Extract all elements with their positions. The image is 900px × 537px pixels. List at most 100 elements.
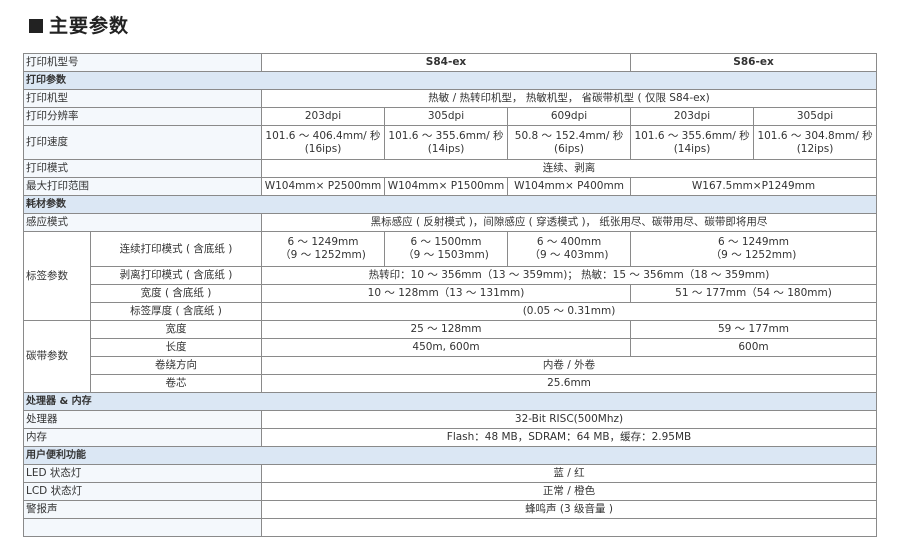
row-label: 感应模式 bbox=[23, 213, 262, 232]
table-row: 长度 450m, 600m 600m bbox=[24, 338, 878, 357]
table-row: 打印模式 连续、剥离 bbox=[23, 159, 878, 178]
section-row: 用户便利功能 bbox=[22, 446, 878, 465]
cell: 203dpi bbox=[630, 107, 755, 126]
cell: 6 ～ 1249mm （9 ～ 1252mm) bbox=[630, 231, 878, 267]
cell: 609dpi bbox=[506, 107, 632, 126]
group-label: 标签参数 bbox=[23, 231, 91, 321]
table-row: 卷绕方向 内卷 / 外卷 bbox=[24, 356, 878, 375]
cell-line: (6ips) bbox=[554, 142, 584, 155]
cell bbox=[260, 518, 878, 537]
cell: 25 ～ 128mm bbox=[260, 320, 632, 339]
table-row: 打印分辨率 203dpi 305dpi 609dpi 203dpi 305dpi bbox=[23, 107, 878, 126]
cell: 101.6 ～ 355.6mm/ 秒 (14ips) bbox=[384, 125, 508, 160]
cell-line: (12ips) bbox=[796, 142, 834, 155]
cell: 10 ～ 128mm（13 ～ 131mm) bbox=[260, 284, 632, 303]
cell: 黑标感应 ( 反射模式 )，间隙感应 ( 穿透模式 )， 纸张用尽、碳带用尽、碳… bbox=[260, 213, 878, 232]
cell: 6 ～ 1249mm （9 ～ 1252mm) bbox=[261, 231, 385, 267]
cell: 正常 / 橙色 bbox=[260, 482, 878, 501]
table-row: 宽度 ( 含底纸 ) 10 ～ 128mm（13 ～ 131mm) 51 ～ 1… bbox=[24, 284, 878, 303]
cell-line: （9 ～ 403mm) bbox=[529, 249, 609, 261]
cell: W104mm× P1500mm bbox=[384, 177, 508, 196]
section-row: 打印参数 bbox=[22, 71, 878, 90]
cell: 热敏 / 热转印机型， 热敏机型， 省碳带机型 ( 仅限 S84-ex) bbox=[260, 89, 878, 108]
row-label: 打印模式 bbox=[23, 159, 262, 178]
cell: 203dpi bbox=[261, 107, 385, 126]
table-row: 标签参数 连续打印模式 ( 含底纸 ) 6 ～ 1249mm （9 ～ 1252m… bbox=[23, 231, 878, 321]
row-label: 打印机型 bbox=[23, 89, 262, 108]
row-label: 卷芯 bbox=[90, 374, 262, 393]
cell-line: 6 ～ 400mm bbox=[536, 236, 602, 248]
cell-line: 6 ～ 1249mm bbox=[717, 236, 790, 248]
spec-table: 打印机型号 S84-ex S86-ex 打印参数 打印机型 热敏 / 热转印机型… bbox=[22, 53, 878, 537]
row-label: 剥离打印模式 ( 含底纸 ) bbox=[90, 266, 262, 285]
table-row: LED 状态灯 蓝 / 红 bbox=[23, 464, 878, 483]
row-label: 卷绕方向 bbox=[90, 356, 262, 375]
section-title: 处理器 & 内存 bbox=[22, 392, 878, 411]
cell: 连续、剥离 bbox=[260, 159, 878, 178]
cell: 305dpi bbox=[384, 107, 508, 126]
cell-line: 101.6 ～ 355.6mm/ 秒 bbox=[634, 129, 750, 142]
cell: 101.6 ～ 355.6mm/ 秒 (14ips) bbox=[630, 125, 755, 160]
row-label: LCD 状态灯 bbox=[23, 482, 262, 501]
page-title: 主要参数 bbox=[29, 11, 129, 38]
table-row: LCD 状态灯 正常 / 橙色 bbox=[23, 482, 878, 501]
row-label: 最大打印范围 bbox=[23, 177, 262, 196]
cell-line: （9 ～ 1252mm) bbox=[710, 249, 797, 261]
table-row: 卷芯 25.6mm bbox=[24, 374, 878, 393]
cell: 32-Bit RISC(500Mhz) bbox=[260, 410, 878, 429]
cell-line: 50.8 ～ 152.4mm/ 秒 bbox=[514, 129, 624, 142]
cell-line: 101.6 ～ 355.6mm/ 秒 bbox=[388, 129, 504, 142]
section-title: 用户便利功能 bbox=[22, 446, 878, 465]
cell-line: (14ips) bbox=[427, 142, 465, 155]
cell: 101.6 ～ 304.8mm/ 秒 (12ips) bbox=[753, 125, 878, 160]
table-row: 警报声 蜂鸣声 (3 级音量 ) bbox=[23, 500, 878, 519]
table-row: 最大打印范围 W104mm× P2500mm W104mm× P1500mm W… bbox=[23, 177, 878, 196]
section-title: 打印参数 bbox=[22, 71, 878, 90]
row-label: 打印速度 bbox=[23, 125, 262, 160]
cell-line: 6 ～ 1500mm bbox=[410, 236, 482, 248]
model-s84: S84-ex bbox=[260, 53, 632, 72]
table-row: 碳带参数 宽度 25 ～ 128mm 59 ～ 177mm bbox=[23, 320, 878, 393]
cell: 6 ～ 400mm （9 ～ 403mm) bbox=[506, 231, 632, 267]
cell: (0.05 ～ 0.31mm) bbox=[260, 302, 878, 321]
cell-line: (14ips) bbox=[673, 142, 711, 155]
cell-line: (16ips) bbox=[304, 142, 342, 155]
row-label: 打印分辨率 bbox=[23, 107, 262, 126]
cell: 内卷 / 外卷 bbox=[260, 356, 878, 375]
cell: 59 ～ 177mm bbox=[630, 320, 878, 339]
table-row: 感应模式 黑标感应 ( 反射模式 )，间隙感应 ( 穿透模式 )， 纸张用尽、碳… bbox=[23, 213, 878, 232]
row-label: 标签厚度 ( 含底纸 ) bbox=[90, 302, 262, 321]
cell: 50.8 ～ 152.4mm/ 秒 (6ips) bbox=[506, 125, 632, 160]
table-row: 标签厚度 ( 含底纸 ) (0.05 ～ 0.31mm) bbox=[24, 302, 878, 321]
table-row: 打印速度 101.6 ～ 406.4mm/ 秒 (16ips) 101.6 ～ 3… bbox=[23, 125, 878, 160]
cell: 蓝 / 红 bbox=[260, 464, 878, 483]
row-label bbox=[23, 518, 262, 537]
table-row: 处理器 32-Bit RISC(500Mhz) bbox=[23, 410, 878, 429]
cell: 600m bbox=[630, 338, 878, 357]
cell: 6 ～ 1500mm （9 ～ 1503mm) bbox=[384, 231, 508, 267]
section-row: 耗材参数 bbox=[22, 195, 878, 214]
cell: 51 ～ 177mm（54 ～ 180mm) bbox=[630, 284, 878, 303]
table-row: 打印机型号 S84-ex S86-ex bbox=[23, 53, 878, 72]
cell-line: （9 ～ 1252mm) bbox=[280, 249, 366, 261]
row-label: LED 状态灯 bbox=[23, 464, 262, 483]
cell: W104mm× P2500mm bbox=[261, 177, 385, 196]
group-label: 碳带参数 bbox=[23, 320, 91, 393]
cell: 101.6 ～ 406.4mm/ 秒 (16ips) bbox=[261, 125, 385, 160]
cell-line: （9 ～ 1503mm) bbox=[403, 249, 489, 261]
row-label: 连续打印模式 ( 含底纸 ) bbox=[90, 231, 262, 267]
cell: W167.5mm×P1249mm bbox=[630, 177, 878, 196]
table-row bbox=[23, 518, 878, 537]
row-label: 内存 bbox=[23, 428, 262, 447]
square-bullet-icon bbox=[29, 19, 43, 33]
cell: Flash：48 MB，SDRAM：64 MB，缓存：2.95MB bbox=[260, 428, 878, 447]
cell: W104mm× P400mm bbox=[506, 177, 632, 196]
section-row: 处理器 & 内存 bbox=[22, 392, 878, 411]
row-label: 打印机型号 bbox=[23, 53, 262, 72]
row-label: 宽度 ( 含底纸 ) bbox=[90, 284, 262, 303]
cell-line: 6 ～ 1249mm bbox=[287, 236, 359, 248]
cell: 热转印：10 ～ 356mm（13 ～ 359mm)； 热敏：15 ～ 356m… bbox=[260, 266, 878, 285]
table-row: 剥离打印模式 ( 含底纸 ) 热转印：10 ～ 356mm（13 ～ 359mm… bbox=[24, 266, 878, 285]
cell-line: 101.6 ～ 304.8mm/ 秒 bbox=[757, 129, 873, 142]
row-label: 长度 bbox=[90, 338, 262, 357]
